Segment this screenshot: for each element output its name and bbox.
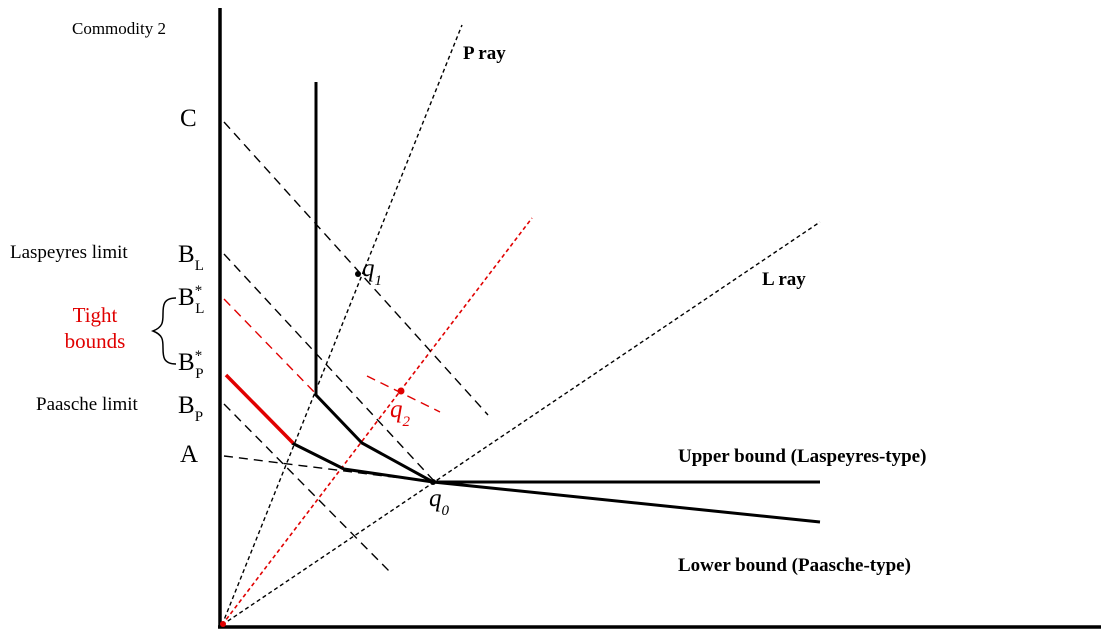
b-l-label: BL (178, 241, 204, 274)
budget-line-c (223, 121, 489, 416)
p-ray-label: P ray (463, 43, 506, 64)
q1-point (355, 271, 361, 277)
q0-point (430, 479, 436, 485)
laspeyres-limit-label: Laspeyres limit (10, 242, 128, 263)
p-ray (221, 24, 463, 626)
q2-tangent-line (366, 375, 441, 413)
q2-point (397, 387, 405, 395)
l-ray-label: L ray (762, 269, 806, 290)
q0-label: q0 (429, 485, 450, 519)
budget-line-laspeyres (223, 253, 436, 483)
budget-line-tight-laspeyres (223, 298, 319, 397)
point-c-label: C (180, 105, 197, 132)
budget-line-a (223, 455, 434, 483)
upper-bound-label: Upper bound (Laspeyres-type) (678, 446, 926, 467)
q2-label: q2 (390, 396, 411, 430)
budget-line-paasche (223, 403, 393, 575)
l-ray (221, 221, 821, 626)
y-axis-label: Commodity 2 (72, 19, 166, 38)
q1-label: q1 (362, 255, 382, 289)
lower-bound-curve (291, 441, 821, 524)
q2-ray (221, 217, 533, 626)
paasche-limit-label: Paasche limit (36, 394, 139, 415)
tight-bounds-label-line2: bounds (65, 329, 126, 353)
point-a-label: A (180, 441, 198, 468)
tight-bound-segment (224, 373, 295, 445)
b-p-star-label: B* P (178, 348, 204, 382)
origin-point (220, 621, 226, 627)
tight-bounds-label-line1: Tight (73, 303, 118, 327)
b-l-star-label: B* L (178, 283, 204, 317)
upper-bound-curve (314, 82, 820, 484)
lower-bound-label: Lower bound (Paasche-type) (678, 555, 911, 576)
b-p-label: BP (178, 392, 203, 425)
tight-bounds-brace (150, 297, 177, 365)
